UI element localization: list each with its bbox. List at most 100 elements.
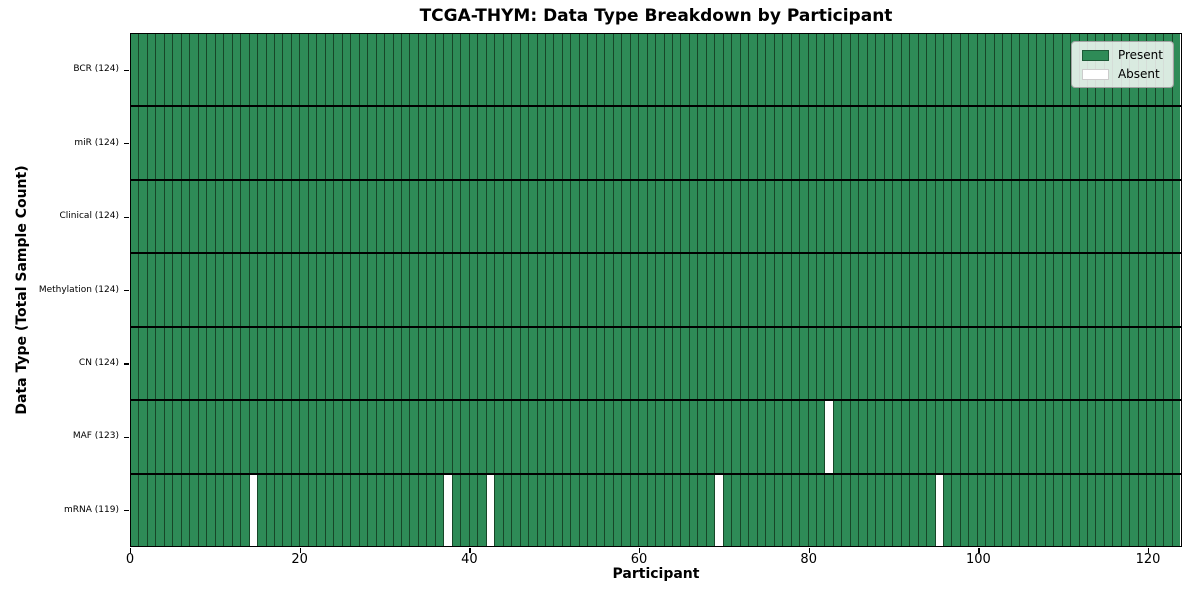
absent-swatch-icon	[1081, 68, 1109, 80]
x-tick-label-120: 120	[1135, 552, 1161, 567]
heatmap-cell	[944, 107, 953, 179]
heatmap-cell	[545, 474, 555, 546]
heatmap-cell	[800, 34, 809, 106]
legend: Present Absent	[1070, 41, 1174, 88]
heatmap-cell	[1054, 327, 1063, 400]
heatmap-cell	[1028, 180, 1038, 253]
heatmap-cell	[308, 401, 318, 473]
heatmap-cell	[435, 180, 445, 253]
heatmap-cell	[571, 180, 580, 253]
heatmap-cell	[859, 254, 868, 326]
heatmap-cell	[512, 327, 521, 400]
heatmap-cell	[1011, 474, 1021, 546]
heatmap-cell	[545, 254, 555, 326]
heatmap-cell	[1045, 107, 1055, 179]
heatmap-cell	[410, 474, 419, 546]
heatmap-cell	[960, 327, 970, 400]
heatmap-cell	[859, 474, 868, 546]
heatmap-cell	[596, 107, 606, 179]
heatmap-cell	[689, 474, 699, 546]
heatmap-cell	[833, 107, 843, 179]
heatmap-cell	[842, 180, 851, 253]
heatmap-cell	[351, 254, 360, 326]
heatmap-cell	[698, 327, 707, 400]
heatmap-cell	[359, 107, 369, 179]
heatmap-cell	[181, 474, 191, 546]
heatmap-cell	[715, 107, 724, 179]
heatmap-cell	[385, 107, 394, 179]
heatmap-cell	[732, 254, 741, 326]
heatmap-cell	[1045, 180, 1055, 253]
heatmap-cell	[766, 107, 775, 179]
heatmap-cell	[258, 401, 267, 473]
heatmap-cell	[952, 401, 961, 473]
heatmap-cell	[1054, 34, 1063, 106]
heatmap-cell	[351, 474, 360, 546]
heatmap-cell	[537, 474, 546, 546]
heatmap-cell	[706, 401, 716, 473]
heatmap-cell	[503, 34, 513, 106]
heatmap-cell	[1113, 474, 1122, 546]
heatmap-cell	[147, 107, 157, 179]
heatmap-cell	[673, 34, 682, 106]
heatmap-cell	[867, 107, 877, 179]
heatmap-cell	[537, 107, 546, 179]
heatmap-cell	[190, 180, 199, 253]
heatmap-cell	[740, 254, 750, 326]
heatmap-cell	[478, 180, 487, 253]
heatmap-cell	[164, 180, 174, 253]
heatmap-cell	[258, 107, 267, 179]
heatmap-cell	[876, 474, 885, 546]
heatmap-cell	[402, 254, 411, 326]
heatmap-cell	[486, 474, 496, 546]
heatmap-cell	[579, 401, 589, 473]
heatmap-cell	[867, 401, 877, 473]
heatmap-cell	[757, 401, 767, 473]
heatmap-cell	[156, 34, 165, 106]
heatmap-cell	[529, 107, 538, 179]
heatmap-cell	[833, 327, 843, 400]
heatmap-cell	[944, 327, 953, 400]
heatmap-cell	[156, 401, 165, 473]
heatmap-cell	[706, 180, 716, 253]
heatmap-cell	[241, 474, 250, 546]
heatmap-cell	[291, 34, 301, 106]
heatmap-cell	[495, 401, 504, 473]
heatmap-cell	[520, 34, 530, 106]
heatmap-cell	[884, 180, 894, 253]
x-tick-label-100: 100	[965, 552, 991, 567]
heatmap-cell	[791, 107, 801, 179]
heatmap-cell	[1062, 254, 1072, 326]
heatmap-cell	[1096, 180, 1105, 253]
heatmap-cell	[410, 180, 419, 253]
heatmap-cell	[258, 34, 267, 106]
heatmap-cell	[554, 34, 563, 106]
y-tick-mark	[124, 436, 129, 439]
heatmap-cell	[376, 107, 386, 179]
heatmap-cell	[791, 327, 801, 400]
heatmap-cell	[910, 254, 919, 326]
heatmap-cell	[224, 107, 233, 179]
heatmap-cell	[1054, 401, 1063, 473]
heatmap-cell	[368, 401, 377, 473]
heatmap-cell	[224, 180, 233, 253]
heatmap-cell	[927, 254, 936, 326]
heatmap-cell	[1164, 180, 1173, 253]
heatmap-cell	[334, 34, 343, 106]
heatmap-cell	[622, 474, 631, 546]
heatmap-cell	[622, 401, 631, 473]
heatmap-cell	[418, 401, 428, 473]
heatmap-cell	[435, 474, 445, 546]
heatmap-cell	[207, 107, 216, 179]
heatmap-cell	[808, 107, 817, 179]
heatmap-cell	[520, 107, 530, 179]
heatmap-cell	[1104, 327, 1114, 400]
heatmap-cell	[1096, 474, 1105, 546]
heatmap-cell	[1037, 254, 1046, 326]
heatmap-cell	[816, 34, 826, 106]
heatmap-cell	[715, 34, 724, 106]
heatmap-cell	[537, 327, 546, 400]
heatmap-cell	[274, 107, 284, 179]
heatmap-cell	[850, 401, 860, 473]
heatmap-cell	[393, 327, 402, 400]
